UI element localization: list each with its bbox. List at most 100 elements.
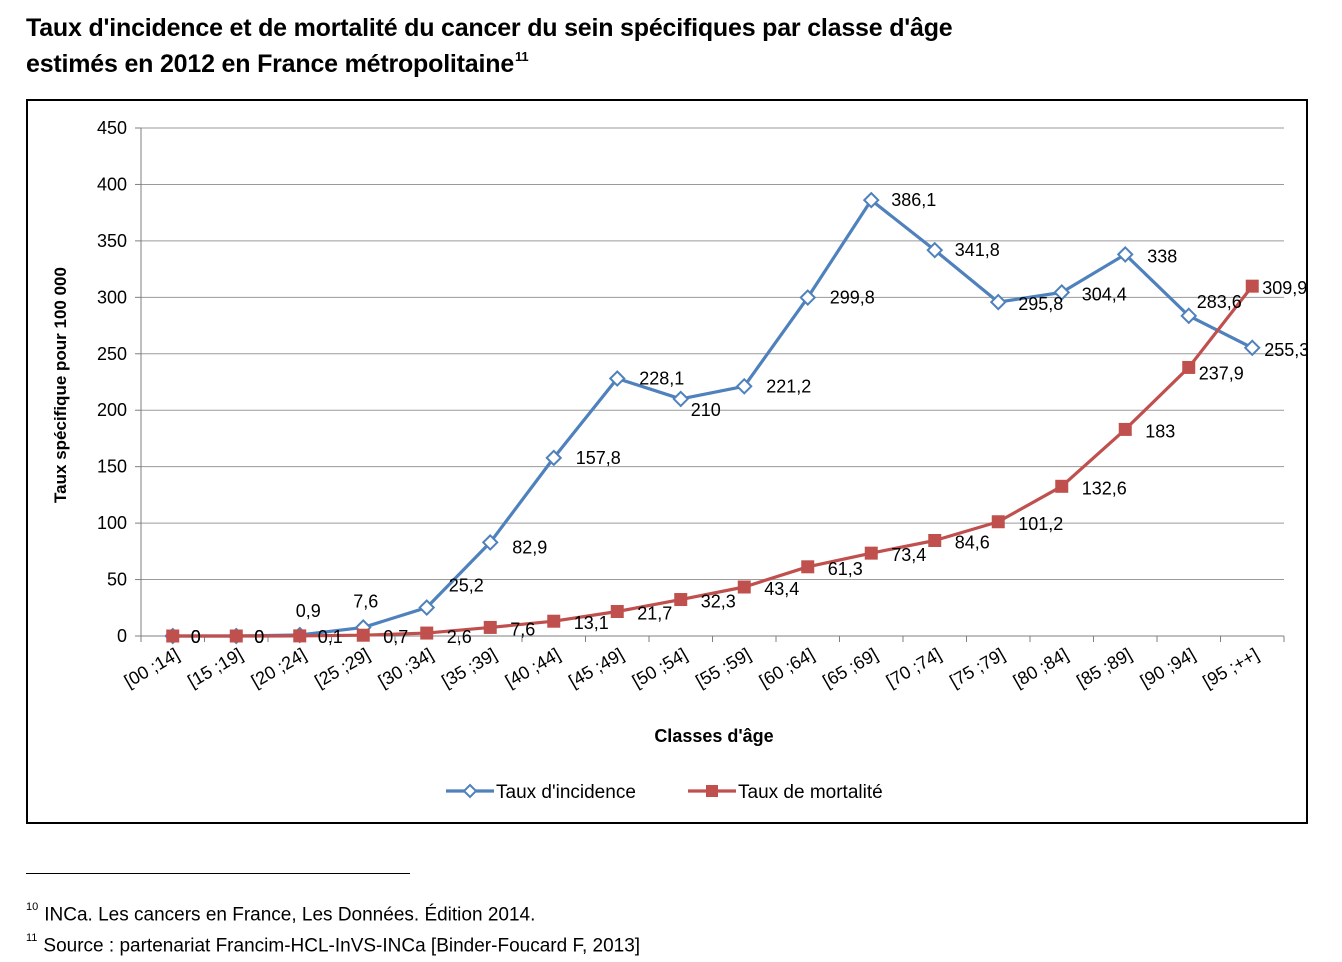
data-label: 21,7 [637,604,672,624]
data-label: 7,6 [510,619,535,639]
series-group [164,191,1261,645]
x-tick-label: [35 ;39] [438,644,500,691]
data-label: 7,6 [353,591,378,611]
data-point-marker [166,629,180,643]
data-point-marker [735,377,753,395]
data-label: 304,4 [1082,284,1127,304]
line-chart: 0 50 100 150 200 250 300 350 400 450 [00 ;14] [15 … [51,118,1306,803]
x-tick-label: [00 ;14] [121,644,183,691]
data-label: 73,4 [891,545,926,565]
data-label: 210 [691,400,721,420]
data-label: 386,1 [891,190,936,210]
data-label: 157,8 [576,448,621,468]
footnote-text: INCa. Les cancers en France, Les Données… [44,904,536,926]
data-point-marker [418,599,436,616]
legend-label: Taux de mortalité [738,782,883,803]
data-point-marker [928,533,942,547]
data-point-marker [1055,479,1069,493]
series-line [172,285,1254,638]
x-tick-label: [20 ;24] [248,644,310,691]
chart-title-line2: estimés en 2012 en France métropolitaine… [26,46,953,82]
x-tick-label: [40 ;44] [502,644,564,691]
data-label: 309,9 [1262,278,1306,298]
y-tick-label: 400 [97,174,127,194]
footnote-separator [26,873,410,874]
data-point-marker [737,580,751,594]
data-point-marker [545,449,563,467]
data-point-marker [926,241,944,259]
legend-swatch-marker [706,785,718,797]
data-label: 132,6 [1082,478,1127,498]
x-tick-label: [15 ;19] [184,644,246,691]
data-label: 228,1 [639,369,684,389]
y-tick-label: 150 [97,457,127,477]
data-point-marker [547,614,561,628]
x-tick-label: [95 ;++] [1199,644,1262,692]
legend: Taux d'incidence Taux de mortalité [446,782,883,803]
data-point-marker [229,629,243,643]
chart-area: 0 50 100 150 200 250 300 350 400 450 [00 ;14] [15 … [26,99,1308,824]
y-tick-label: 200 [97,400,127,420]
data-labels: 0 0 0,9 7,6 25,2 82,9 157,8 228,1 210 221,2 299,8 3… [191,190,1306,647]
y-axis-label: Taux spécifique pour 100 000 [51,267,70,503]
data-label: 43,4 [764,579,799,599]
footnote-text: Source : partenariat Francim-HCL-InVS-IN… [43,935,641,957]
data-point-marker [1243,339,1261,357]
legend-label: Taux d'incidence [496,782,636,803]
x-axis-label: Classes d'âge [654,726,773,746]
x-tick-label: [60 ;64] [756,644,818,691]
footnote-number: 10 [26,901,39,913]
data-point-marker [672,390,690,408]
x-tick-label: [65 ;69] [819,644,881,691]
series-mortality [166,279,1259,643]
footnote-11: 11 Source : partenariat Francim-HCL-InVS-… [26,929,640,958]
legend-item-incidence: Taux d'incidence [446,782,636,803]
legend-swatch-marker [462,783,478,799]
x-tick-label: [55 ;59] [692,644,754,691]
data-point-marker [608,370,626,387]
data-point-marker [293,629,307,643]
data-label: 82,9 [512,537,547,557]
x-tick-label: [85 ;89] [1073,644,1135,691]
x-tick-label: [70 ;74] [883,644,945,691]
footnote-10: 10 INCa. Les cancers en France, Les Donné… [26,898,535,927]
data-label: 341,8 [955,240,1000,260]
data-point-marker [991,515,1005,529]
x-tick-label: [45 ;49] [565,644,627,691]
data-point-marker [799,289,817,306]
data-label: 0 [191,627,201,647]
data-label: 338 [1147,246,1177,266]
data-label: 32,3 [701,592,736,612]
data-point-marker [481,534,499,551]
data-point-marker [801,560,815,574]
y-tick-labels: 0 50 100 150 200 250 300 350 400 450 [97,118,127,646]
data-label: 283,6 [1197,292,1242,312]
data-point-marker [356,628,370,642]
data-point-marker [1182,360,1196,374]
y-tick-label: 450 [97,118,127,138]
data-label: 101,2 [1018,514,1063,534]
data-point-marker [862,191,880,209]
legend-item-mortality: Taux de mortalité [688,782,883,803]
data-point-marker [864,546,878,560]
data-point-marker [1245,279,1259,293]
y-tick-label: 100 [97,513,127,533]
data-point-marker [674,593,688,607]
x-tick-label: [25 ;29] [311,644,373,691]
axes [135,127,1285,642]
y-tick-label: 300 [97,287,127,307]
x-tick-label: [50 ;54] [629,644,691,691]
y-tick-label: 0 [117,626,127,646]
x-tick-label: [80 ;84] [1010,644,1072,691]
data-label: 0,9 [296,601,321,621]
footnote-number: 11 [26,932,38,944]
data-label: 2,6 [447,627,472,647]
data-label: 237,9 [1199,363,1244,383]
data-label: 255,3 [1264,340,1306,360]
data-point-marker [1180,307,1198,325]
x-tick-label: [75 ;79] [946,644,1008,691]
data-point-marker [483,620,497,634]
data-label: 0 [191,627,201,647]
chart-title-line2-text: estimés en 2012 en France métropolitaine [26,50,515,78]
data-label: 25,2 [449,576,484,596]
